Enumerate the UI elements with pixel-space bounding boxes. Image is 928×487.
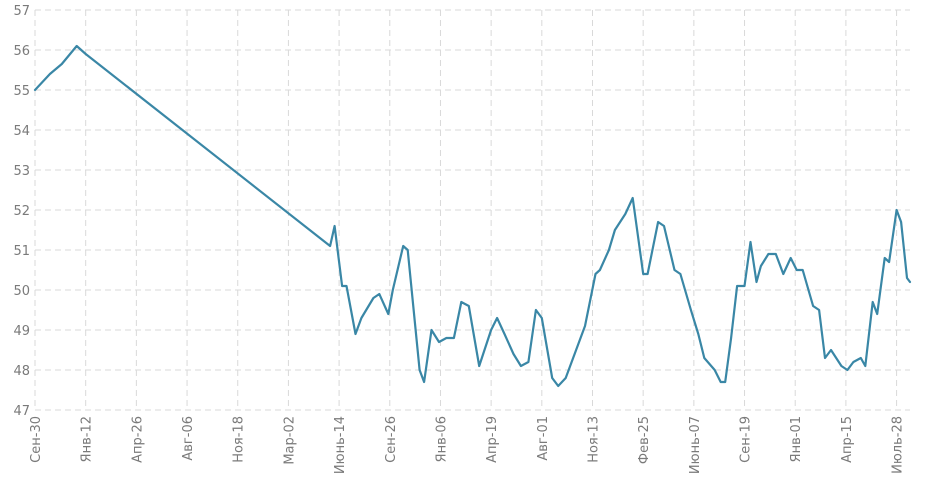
- y-tick-label: 54: [13, 124, 30, 139]
- x-tick-label: Июнь-07: [688, 416, 703, 474]
- y-tick-label: 57: [13, 4, 30, 19]
- x-tick-label: Июль-28: [891, 416, 906, 474]
- x-tick-label: Ноя-18: [232, 416, 247, 463]
- y-gridlines: [35, 9, 910, 411]
- x-tick-label: Апр-15: [840, 416, 855, 463]
- y-tick-label: 52: [13, 204, 30, 219]
- x-tick-label: Апр-19: [485, 416, 500, 463]
- x-tick-label: Июнь-14: [333, 416, 348, 474]
- y-tick-label: 49: [13, 324, 30, 339]
- x-axis-tick-labels: Сен-30 Янв-12 Апр-26 Авг-06 Ноя-18 Мар-02 Июнь…: [29, 416, 906, 474]
- x-tick-label: Ноя-13: [586, 416, 601, 463]
- x-tick-label: Янв-12: [80, 416, 95, 462]
- y-tick-label: 50: [13, 284, 30, 299]
- y-tick-label: 55: [13, 84, 30, 99]
- y-tick-label: 53: [13, 164, 30, 179]
- x-gridlines: [34, 10, 898, 410]
- x-tick-label: Фев-25: [637, 416, 652, 464]
- x-tick-label: Авг-01: [536, 416, 551, 461]
- x-tick-label: Мар-02: [282, 416, 297, 465]
- x-tick-label: Янв-06: [434, 416, 449, 462]
- x-tick-label: Сен-19: [739, 416, 754, 463]
- x-tick-label: Апр-26: [130, 416, 145, 463]
- y-tick-label: 51: [13, 244, 30, 259]
- x-tick-label: Авг-06: [181, 416, 196, 461]
- y-tick-label: 56: [13, 44, 30, 59]
- y-tick-label: 48: [13, 364, 30, 379]
- x-tick-label: Сен-30: [29, 416, 44, 463]
- x-tick-label: Янв-01: [789, 416, 804, 462]
- series-line: [33, 44, 912, 388]
- x-tick-label: Сен-26: [384, 416, 399, 463]
- y-axis-tick-labels: 47 48 49 50 51 52 53 54 55 56 57: [13, 4, 30, 419]
- y-tick-label: 47: [13, 404, 30, 419]
